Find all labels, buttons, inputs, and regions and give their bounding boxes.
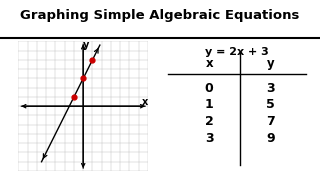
- Text: 2: 2: [205, 115, 213, 128]
- Text: 3: 3: [266, 82, 275, 94]
- Text: 3: 3: [205, 132, 213, 145]
- Text: y: y: [267, 57, 275, 70]
- Text: 1: 1: [205, 98, 213, 111]
- Text: Graphing Simple Algebraic Equations: Graphing Simple Algebraic Equations: [20, 9, 300, 22]
- Text: 0: 0: [205, 82, 213, 94]
- Text: y = 2x + 3: y = 2x + 3: [205, 47, 269, 57]
- Text: 7: 7: [266, 115, 275, 128]
- Text: 9: 9: [266, 132, 275, 145]
- Text: x: x: [142, 97, 148, 107]
- Text: y: y: [83, 40, 90, 50]
- Text: 5: 5: [266, 98, 275, 111]
- Text: x: x: [205, 57, 213, 70]
